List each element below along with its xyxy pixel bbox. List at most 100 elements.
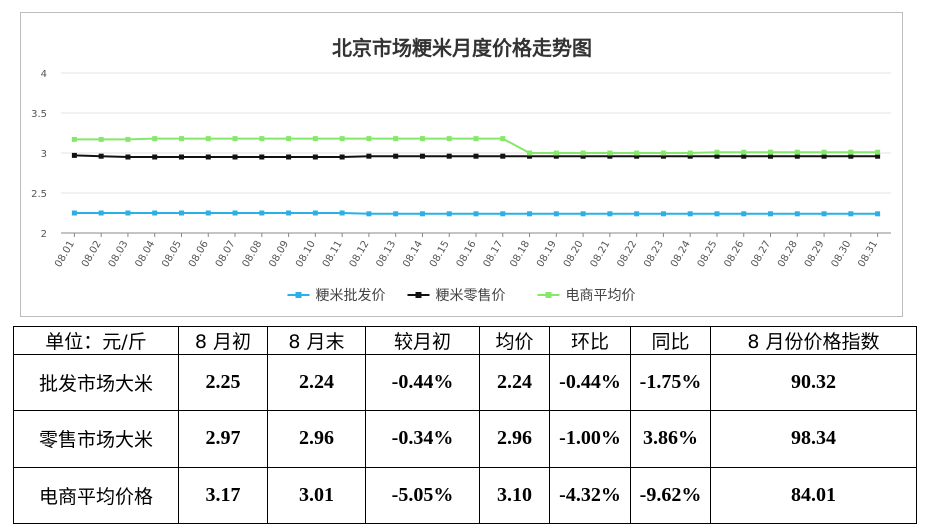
x-tick-label: 08.16: [455, 239, 479, 269]
cell-index: 90.32: [710, 353, 917, 412]
x-tick-label: 08.02: [80, 239, 104, 269]
data-point: [607, 150, 613, 156]
data-point: [634, 153, 640, 159]
x-tick-label: 08.03: [107, 239, 131, 269]
data-point: [848, 149, 854, 155]
data-point: [634, 150, 640, 156]
header-index: 8 月份价格指数: [710, 326, 917, 355]
chart-title: 北京市场粳米月度价格走势图: [332, 36, 592, 60]
x-tick-label: 08.04: [133, 239, 157, 269]
legend-marker: [295, 292, 302, 298]
x-tick-label: 08.23: [642, 239, 666, 269]
data-point: [741, 211, 747, 217]
cell-vs-start: -5.05%: [365, 466, 480, 525]
data-point: [875, 211, 881, 217]
data-point: [660, 153, 666, 159]
x-tick-label: 08.28: [776, 239, 800, 269]
cell-start: 3.17: [178, 466, 268, 525]
x-tick-label: 08.13: [374, 239, 398, 269]
data-point: [687, 150, 693, 156]
data-point: [366, 153, 372, 159]
data-point: [580, 153, 586, 159]
legend-label: 粳米批发价: [316, 288, 386, 304]
data-point: [125, 154, 131, 160]
header-mom: 环比: [549, 326, 631, 355]
cell-average: 2.96: [479, 410, 550, 468]
table-row: 电商平均价格 3.17 3.01 -5.05% 3.10 -4.32% -9.6…: [13, 466, 917, 525]
data-point: [768, 149, 774, 155]
data-point: [419, 211, 425, 217]
data-point: [339, 154, 345, 160]
data-point: [419, 153, 425, 159]
data-point: [312, 136, 318, 142]
data-point: [125, 136, 131, 142]
x-tick-label: 08.27: [749, 239, 773, 269]
y-tick-label: 2: [41, 229, 47, 240]
data-point: [500, 136, 506, 142]
cell-average: 2.24: [479, 353, 550, 412]
row-label: 零售市场大米: [13, 410, 179, 468]
data-point: [232, 210, 238, 216]
x-tick-label: 08.25: [696, 239, 720, 269]
cell-vs-start: -0.34%: [365, 410, 480, 468]
data-point: [553, 150, 559, 156]
table-row: 零售市场大米 2.97 2.96 -0.34% 2.96 -1.00% 3.86…: [13, 410, 917, 468]
cell-start: 2.25: [178, 353, 268, 412]
data-point: [714, 153, 720, 159]
x-tick-label: 08.24: [669, 239, 693, 269]
x-tick-label: 08.01: [53, 239, 77, 269]
x-tick-label: 08.05: [160, 239, 184, 269]
data-point: [366, 136, 372, 142]
data-point: [446, 211, 452, 217]
cell-mom: -4.32%: [549, 466, 631, 525]
x-tick-label: 08.10: [294, 239, 318, 269]
data-point: [232, 154, 238, 160]
header-average: 均价: [479, 326, 550, 355]
x-tick-label: 08.11: [321, 239, 345, 269]
header-vs-start: 较月初: [365, 326, 480, 355]
data-point: [500, 153, 506, 159]
data-point: [339, 136, 345, 142]
data-point: [152, 136, 158, 142]
y-tick-label: 4: [41, 69, 47, 80]
cell-end: 2.96: [267, 410, 366, 468]
data-point: [232, 136, 238, 142]
x-tick-label: 08.07: [214, 239, 238, 269]
data-point: [205, 154, 211, 160]
chart-panel: 北京市场粳米月度价格走势图 2 2.5 3 3.5 4 08.01 08.02 08.03 08…: [20, 12, 903, 317]
data-point: [98, 210, 104, 216]
x-tick-label: 08.06: [187, 239, 211, 269]
row-label: 批发市场大米: [13, 353, 179, 412]
legend-marker: [415, 292, 422, 298]
x-tick-label: 08.17: [482, 239, 506, 269]
data-point: [446, 153, 452, 159]
data-point: [527, 150, 533, 156]
cell-average: 3.10: [479, 466, 550, 525]
data-point: [393, 136, 399, 142]
data-point: [98, 136, 104, 142]
data-point: [473, 136, 479, 142]
cell-yoy: -1.75%: [630, 353, 711, 412]
data-point: [687, 211, 693, 217]
data-point: [473, 211, 479, 217]
data-point: [152, 154, 158, 160]
data-point: [286, 154, 292, 160]
data-point: [178, 210, 184, 216]
data-point: [152, 210, 158, 216]
data-point: [527, 211, 533, 217]
data-point: [286, 136, 292, 142]
data-point: [607, 211, 613, 217]
data-point: [393, 153, 399, 159]
data-point: [580, 211, 586, 217]
x-tick-label: 08.08: [241, 239, 265, 269]
data-point: [178, 154, 184, 160]
x-tick-label: 08.21: [589, 239, 613, 269]
table-header-row: 单位：元/斤 8 月初 8 月末 较月初 均价 环比 同比 8 月份价格指数: [13, 326, 917, 355]
data-point: [473, 153, 479, 159]
data-point: [768, 153, 774, 159]
data-point: [419, 136, 425, 142]
data-point: [687, 153, 693, 159]
cell-mom: -0.44%: [549, 353, 631, 412]
data-point: [312, 154, 318, 160]
price-stats-table: 单位：元/斤 8 月初 8 月末 较月初 均价 环比 同比 8 月份价格指数 批…: [13, 326, 917, 525]
